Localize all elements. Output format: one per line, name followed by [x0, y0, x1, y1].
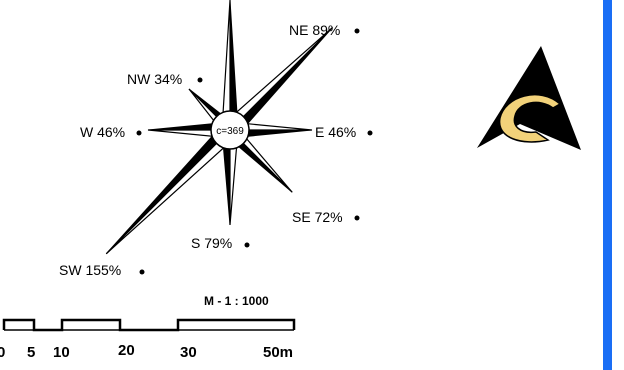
dot-sw-icon [139, 269, 145, 275]
dot-ne-icon [354, 28, 360, 34]
label-w: W 46% [80, 124, 125, 140]
dot-s-icon [244, 242, 250, 248]
label-e: E 46% [315, 124, 356, 140]
label-s: S 79% [191, 235, 232, 251]
dot-w-icon [136, 130, 142, 136]
accent-side-bar [603, 0, 612, 370]
scale-bar [2, 318, 296, 332]
scale-tick-50m: 50m [263, 344, 293, 361]
scale-tick-10: 10 [53, 344, 70, 361]
dot-nw-icon [197, 77, 203, 83]
dot-e-icon [367, 130, 373, 136]
scale-tick-5: 5 [27, 344, 35, 361]
label-sw: SW 155% [59, 262, 121, 278]
dot-se-icon [354, 215, 360, 221]
label-se: SE 72% [292, 209, 343, 225]
scale-tick-30: 30 [180, 344, 197, 361]
triangle-c-logo-icon [477, 46, 581, 150]
label-nw: NW 34% [127, 71, 182, 87]
scale-tick-20: 20 [118, 342, 135, 359]
scale-tick-0: 0 [0, 344, 5, 361]
label-ne: NE 89% [289, 22, 340, 38]
center-label: c=369 [216, 126, 244, 137]
scale-title: M - 1 : 1000 [204, 294, 269, 308]
center-circle [210, 110, 250, 150]
